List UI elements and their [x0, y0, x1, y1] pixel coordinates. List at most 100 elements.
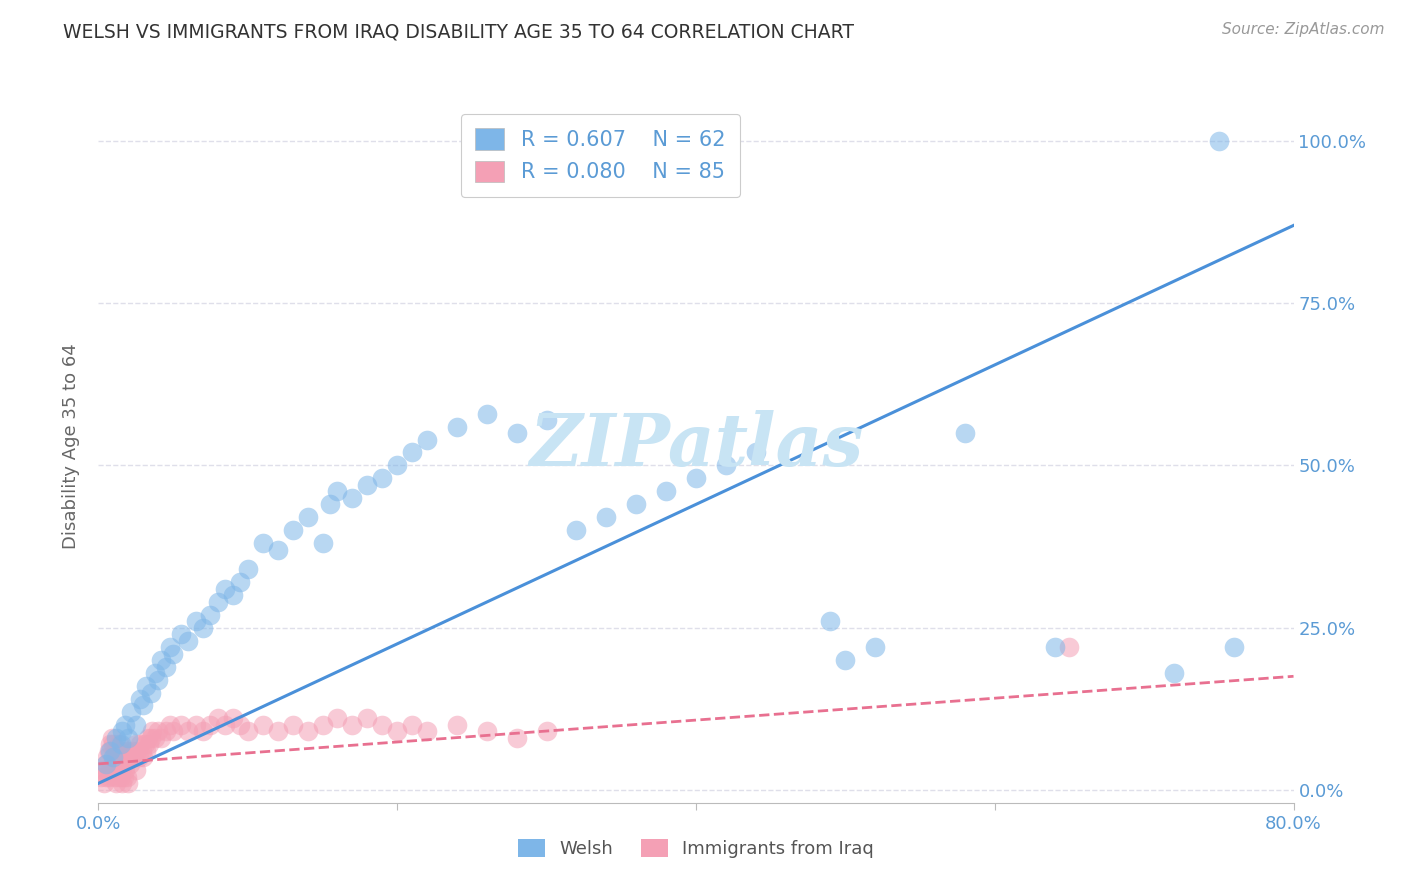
Point — [1223, 640, 1246, 654]
Point — [105, 731, 128, 745]
Y-axis label: Disability Age 35 to 64: Disability Age 35 to 64 — [62, 343, 80, 549]
Point — [143, 731, 166, 745]
Point — [371, 718, 394, 732]
Point — [104, 744, 127, 758]
Legend: Welsh, Immigrants from Iraq: Welsh, Immigrants from Iraq — [510, 831, 882, 865]
Point — [475, 407, 498, 421]
Point — [159, 718, 181, 732]
Point — [159, 640, 181, 654]
Point — [129, 692, 152, 706]
Point — [98, 738, 122, 752]
Point — [131, 744, 153, 758]
Point — [97, 770, 120, 784]
Point — [565, 524, 588, 538]
Point — [143, 666, 166, 681]
Point — [184, 614, 207, 628]
Point — [94, 770, 117, 784]
Point — [177, 724, 200, 739]
Point — [416, 724, 439, 739]
Point — [865, 640, 887, 654]
Point — [103, 738, 125, 752]
Point — [91, 764, 114, 778]
Point — [93, 776, 115, 790]
Point — [97, 744, 120, 758]
Point — [120, 705, 142, 719]
Point — [117, 776, 139, 790]
Point — [222, 588, 245, 602]
Point — [139, 731, 162, 745]
Point — [107, 770, 129, 784]
Point — [252, 536, 274, 550]
Point — [446, 718, 468, 732]
Point — [595, 510, 617, 524]
Point — [446, 419, 468, 434]
Point — [148, 724, 170, 739]
Point — [94, 756, 117, 771]
Point — [319, 497, 342, 511]
Point — [107, 744, 129, 758]
Point — [108, 738, 131, 752]
Point — [112, 770, 135, 784]
Point — [114, 750, 136, 764]
Point — [108, 764, 131, 778]
Point — [953, 425, 976, 440]
Point — [297, 724, 319, 739]
Point — [134, 738, 156, 752]
Point — [103, 764, 125, 778]
Point — [98, 764, 122, 778]
Point — [111, 750, 134, 764]
Point — [385, 458, 409, 473]
Point — [685, 471, 707, 485]
Text: Source: ZipAtlas.com: Source: ZipAtlas.com — [1222, 22, 1385, 37]
Point — [326, 711, 349, 725]
Point — [281, 718, 304, 732]
Point — [125, 738, 148, 752]
Point — [401, 445, 423, 459]
Point — [200, 607, 222, 622]
Point — [110, 744, 132, 758]
Point — [207, 595, 229, 609]
Point — [311, 536, 333, 550]
Point — [114, 764, 136, 778]
Point — [110, 738, 132, 752]
Point — [207, 711, 229, 725]
Point — [191, 724, 214, 739]
Point — [714, 458, 737, 473]
Point — [745, 445, 768, 459]
Point — [506, 425, 529, 440]
Point — [96, 764, 118, 778]
Text: WELSH VS IMMIGRANTS FROM IRAQ DISABILITY AGE 35 TO 64 CORRELATION CHART: WELSH VS IMMIGRANTS FROM IRAQ DISABILITY… — [63, 22, 855, 41]
Point — [125, 718, 148, 732]
Point — [214, 718, 236, 732]
Point — [162, 647, 184, 661]
Point — [155, 659, 177, 673]
Point — [229, 575, 252, 590]
Point — [626, 497, 648, 511]
Point — [252, 718, 274, 732]
Point — [111, 776, 134, 790]
Point — [115, 770, 138, 784]
Point — [281, 524, 304, 538]
Point — [117, 750, 139, 764]
Point — [356, 711, 378, 725]
Point — [162, 724, 184, 739]
Point — [120, 750, 142, 764]
Point — [236, 562, 259, 576]
Point — [342, 718, 364, 732]
Point — [114, 718, 136, 732]
Point — [385, 724, 409, 739]
Point — [169, 627, 191, 641]
Point — [124, 750, 146, 764]
Point — [96, 750, 118, 764]
Point — [267, 724, 290, 739]
Point — [506, 731, 529, 745]
Point — [127, 744, 149, 758]
Point — [214, 582, 236, 596]
Point — [132, 750, 155, 764]
Point — [94, 756, 117, 771]
Point — [118, 756, 141, 771]
Point — [115, 744, 138, 758]
Point — [111, 724, 134, 739]
Point — [536, 413, 558, 427]
Point — [834, 653, 856, 667]
